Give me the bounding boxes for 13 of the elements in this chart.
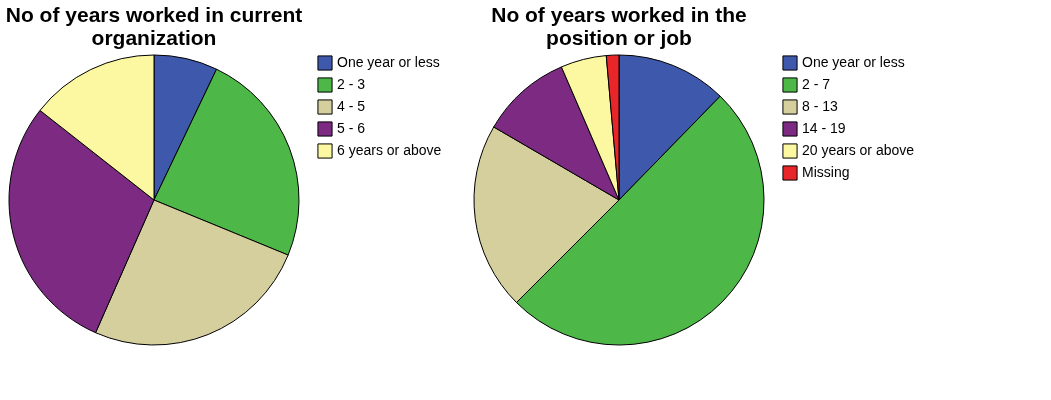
legend-label: One year or less [802, 54, 905, 70]
legend-label: 5 - 6 [337, 120, 366, 136]
legend-label: One year or less [337, 54, 440, 70]
chart-title: No of years worked in the position or job [491, 3, 747, 49]
legend-label: 20 years or above [802, 142, 915, 158]
legend-label: 2 - 7 [802, 76, 831, 92]
legend-label: Missing [802, 164, 850, 180]
legend-label: 14 - 19 [802, 120, 846, 136]
chart-title: No of years worked in current organization [5, 3, 303, 49]
legend-label: 8 - 13 [802, 98, 839, 114]
legend-label: 6 years or above [337, 142, 442, 158]
legend-label: 4 - 5 [337, 98, 366, 114]
legend-label: 2 - 3 [337, 76, 366, 92]
